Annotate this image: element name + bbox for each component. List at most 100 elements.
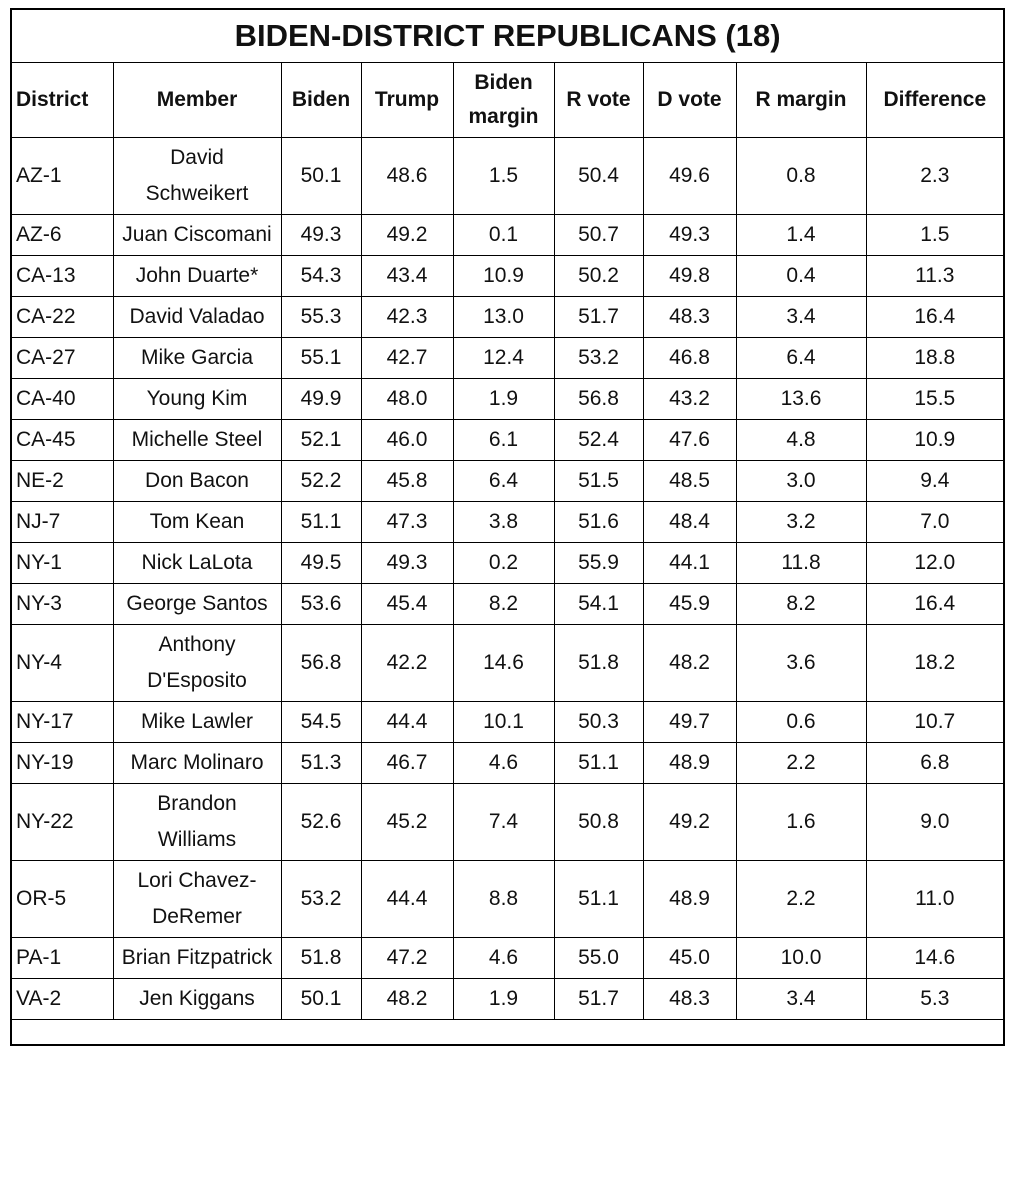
value-cell: 51.1 [280,501,362,543]
value-cell: 10.0 [735,937,867,979]
member-cell: John Duarte* [112,255,282,297]
value-cell: 54.5 [280,701,362,743]
value-cell: 50.7 [553,214,644,256]
value-cell: 48.4 [642,501,737,543]
member-cell: David Schweikert [112,137,282,215]
table-body: AZ-1 David Schweikert 50.1 48.6 1.5 50.4 49.6 0… [10,137,1005,1045]
member-cell: Brian Fitzpatrick [112,937,282,979]
value-cell: 51.5 [553,460,644,502]
value-cell: 2.2 [735,860,867,938]
table-row: PA-1 Brian Fitzpatrick 51.8 47.2 4.6 55.0 45.0… [10,937,1005,979]
district-cell: NE-2 [10,460,114,502]
value-cell: 15.5 [865,378,1005,420]
value-cell: 56.8 [553,378,644,420]
value-cell: 16.4 [865,583,1005,625]
value-cell: 5.3 [865,978,1005,1020]
value-cell: 45.0 [642,937,737,979]
value-cell: 45.4 [360,583,454,625]
value-cell: 9.0 [865,783,1005,861]
value-cell: 1.5 [865,214,1005,256]
value-cell: 49.2 [642,783,737,861]
district-cell: NY-4 [10,624,114,702]
value-cell: 14.6 [865,937,1005,979]
member-cell: David Valadao [112,296,282,338]
value-cell: 8.2 [452,583,555,625]
value-cell: 46.8 [642,337,737,379]
value-cell: 51.6 [553,501,644,543]
value-cell: 50.8 [553,783,644,861]
member-cell: Tom Kean [112,501,282,543]
value-cell: 2.2 [735,742,867,784]
value-cell: 44.4 [360,860,454,938]
value-cell: 4.6 [452,937,555,979]
value-cell: 53.2 [280,860,362,938]
table-row: CA-45 Michelle Steel 52.1 46.0 6.1 52.4 47.6 4.… [10,419,1005,461]
results-table: BIDEN-DISTRICT REPUBLICANS (18) District… [10,8,1006,1046]
value-cell: 49.7 [642,701,737,743]
table-row: VA-2 Jen Kiggans 50.1 48.2 1.9 51.7 48.3 3.4 5.3 [10,978,1005,1020]
value-cell: 43.4 [360,255,454,297]
value-cell: 3.4 [735,978,867,1020]
value-cell: 0.2 [452,542,555,584]
value-cell: 47.3 [360,501,454,543]
member-cell: Jen Kiggans [112,978,282,1020]
value-cell: 13.6 [735,378,867,420]
value-cell: 51.7 [553,978,644,1020]
value-cell: 4.8 [735,419,867,461]
header-row: District Member Biden Trump Biden margin R vo… [10,62,1005,138]
district-cell: CA-45 [10,419,114,461]
value-cell: 49.3 [280,214,362,256]
value-cell: 7.4 [452,783,555,861]
value-cell: 3.4 [735,296,867,338]
value-cell: 51.1 [553,742,644,784]
value-cell: 12.4 [452,337,555,379]
table-row: NE-2 Don Bacon 52.2 45.8 6.4 51.5 48.5 3.0 9.4 [10,460,1005,502]
district-cell: CA-40 [10,378,114,420]
value-cell: 10.7 [865,701,1005,743]
value-cell: 1.9 [452,978,555,1020]
district-cell: OR-5 [10,860,114,938]
value-cell: 55.3 [280,296,362,338]
value-cell: 50.2 [553,255,644,297]
value-cell: 50.3 [553,701,644,743]
value-cell: 55.0 [553,937,644,979]
value-cell: 0.8 [735,137,867,215]
value-cell: 42.2 [360,624,454,702]
value-cell: 51.1 [553,860,644,938]
table-row: AZ-6 Juan Ciscomani 49.3 49.2 0.1 50.7 49.3 1.4… [10,214,1005,256]
value-cell: 1.9 [452,378,555,420]
table-row: CA-22 David Valadao 55.3 42.3 13.0 51.7 48.3 3.… [10,296,1005,338]
value-cell: 10.9 [865,419,1005,461]
value-cell: 6.4 [452,460,555,502]
table-row: NY-1 Nick LaLota 49.5 49.3 0.2 55.9 44.1 11.8 12… [10,542,1005,584]
table-row: NJ-7 Tom Kean 51.1 47.3 3.8 51.6 48.4 3.2 7.0 [10,501,1005,543]
value-cell: 18.2 [865,624,1005,702]
district-cell: AZ-6 [10,214,114,256]
table-row: NY-19 Marc Molinaro 51.3 46.7 4.6 51.1 48.9 2.2… [10,742,1005,784]
value-cell: 1.4 [735,214,867,256]
member-cell: Brandon Williams [112,783,282,861]
value-cell: 16.4 [865,296,1005,338]
district-cell: NY-3 [10,583,114,625]
member-cell: Michelle Steel [112,419,282,461]
value-cell: 44.4 [360,701,454,743]
member-cell: Mike Lawler [112,701,282,743]
value-cell: 6.8 [865,742,1005,784]
value-cell: 50.1 [280,978,362,1020]
value-cell: 48.5 [642,460,737,502]
value-cell: 51.3 [280,742,362,784]
district-cell: PA-1 [10,937,114,979]
table-title: BIDEN-DISTRICT REPUBLICANS (18) [10,8,1005,63]
member-cell: Juan Ciscomani [112,214,282,256]
district-cell: CA-22 [10,296,114,338]
value-cell: 43.2 [642,378,737,420]
value-cell: 45.9 [642,583,737,625]
value-cell: 49.9 [280,378,362,420]
district-cell: NJ-7 [10,501,114,543]
value-cell: 49.3 [642,214,737,256]
district-cell: NY-19 [10,742,114,784]
district-cell: AZ-1 [10,137,114,215]
value-cell: 12.0 [865,542,1005,584]
member-cell: Lori Chavez-DeRemer [112,860,282,938]
column-header: Difference [865,62,1005,138]
